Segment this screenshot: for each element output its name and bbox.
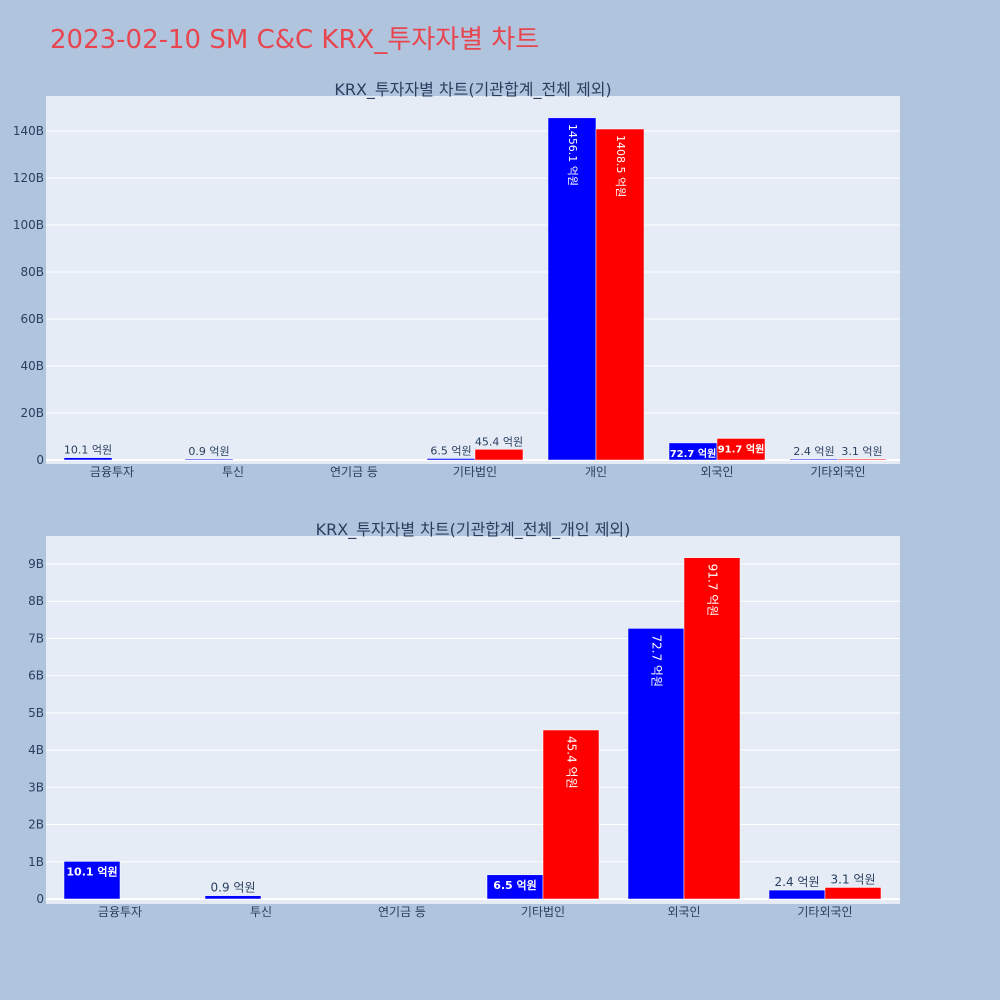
bar <box>474 449 524 461</box>
x-tick-label: 연기금 등 <box>330 465 378 479</box>
x-tick-label: 기타법인 <box>453 465 497 479</box>
y-tick-label: 60B <box>20 312 44 326</box>
bar <box>542 729 600 900</box>
y-tick-label: 100B <box>13 218 44 232</box>
data-label: 3.1 억원 <box>831 872 876 886</box>
data-label: 91.7 억원 <box>718 442 765 455</box>
y-tick-label: 140B <box>13 124 44 138</box>
bar <box>837 458 887 461</box>
bar <box>789 458 839 461</box>
data-label: 10.1 억원 <box>66 864 117 878</box>
data-label: 45.4 억원 <box>475 435 523 448</box>
x-tick-label: 개인 <box>585 465 607 479</box>
chart-1-title: KRX_투자자별 차트(기관합계_전체_개인 제외) <box>316 520 631 540</box>
y-tick-label: 2B <box>28 818 44 832</box>
data-label: 2.4 억원 <box>793 445 834 458</box>
x-tick-label: 금융투자 <box>98 905 142 919</box>
data-label: 45.4 억원 <box>565 736 579 789</box>
y-tick-label: 6B <box>28 669 44 683</box>
chart-0-title: KRX_투자자별 차트(기관합계_전체 제외) <box>334 80 611 100</box>
y-tick-label: 80B <box>20 265 44 279</box>
x-tick-label: 금융투자 <box>90 465 134 479</box>
y-tick-label: 7B <box>28 631 44 645</box>
y-tick-label: 4B <box>28 743 44 757</box>
bar <box>683 557 741 900</box>
bar <box>716 438 766 461</box>
data-label: 1408.5 억원 <box>614 135 627 197</box>
bar <box>184 458 234 461</box>
data-label: 3.1 억원 <box>841 445 882 458</box>
x-tick-label: 기타법인 <box>521 905 565 919</box>
page-title: 2023-02-10 SM C&C KRX_투자자별 차트 <box>50 25 539 55</box>
data-label: 0.9 억원 <box>188 445 229 458</box>
data-label: 1456.1 억원 <box>566 124 579 186</box>
bar <box>547 117 597 461</box>
y-tick-label: 1B <box>28 855 44 869</box>
y-tick-label: 9B <box>28 557 44 571</box>
data-label: 6.5 억원 <box>493 878 537 892</box>
y-tick-label: 0 <box>36 892 44 906</box>
plot-background <box>46 96 900 464</box>
bar <box>768 889 826 900</box>
x-tick-label: 연기금 등 <box>378 905 426 919</box>
bar <box>627 628 685 900</box>
data-label: 2.4 억원 <box>775 875 820 889</box>
bar <box>486 874 544 900</box>
data-label: 72.7 억원 <box>670 447 717 460</box>
x-tick-label: 투신 <box>222 465 244 479</box>
y-tick-label: 5B <box>28 706 44 720</box>
bar <box>63 861 121 900</box>
x-tick-label: 외국인 <box>700 465 733 479</box>
data-label: 10.1 억원 <box>64 444 112 457</box>
x-tick-label: 기타외국인 <box>810 465 865 479</box>
bar <box>204 895 262 900</box>
y-tick-label: 8B <box>28 594 44 608</box>
data-label: 72.7 억원 <box>650 634 664 687</box>
data-label: 6.5 억원 <box>430 444 471 457</box>
y-tick-label: 120B <box>13 171 44 185</box>
y-tick-label: 40B <box>20 359 44 373</box>
bar <box>595 128 645 461</box>
data-label: 0.9 억원 <box>211 881 256 895</box>
y-tick-label: 3B <box>28 780 44 794</box>
data-label: 91.7 억원 <box>706 564 720 617</box>
y-tick-label: 0 <box>36 453 44 467</box>
x-tick-label: 투신 <box>250 905 272 919</box>
x-tick-label: 외국인 <box>667 905 700 919</box>
bar <box>426 458 476 461</box>
x-tick-label: 기타외국인 <box>797 905 852 919</box>
y-tick-label: 20B <box>20 406 44 420</box>
plot-background <box>46 536 900 904</box>
bar <box>63 457 113 461</box>
bar <box>824 887 882 900</box>
